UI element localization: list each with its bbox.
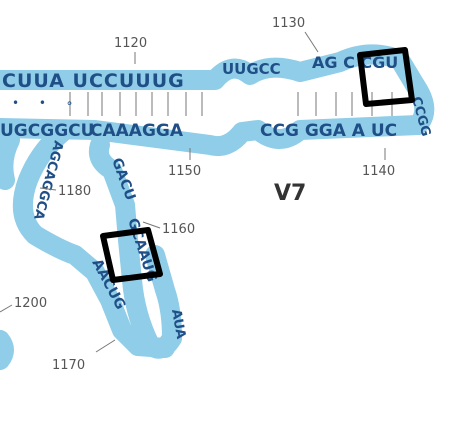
pair-dots: • • ∘ [12, 96, 81, 110]
seq-top-5prime: CUUA UCCUUUG [2, 70, 185, 92]
seq-top-right: AG C CGU [312, 53, 398, 72]
label-1170: 1170 [52, 358, 85, 373]
base-pair-ticks [69, 92, 393, 116]
backbone-far-left [0, 130, 20, 190]
backbone-bottom-strand [0, 115, 428, 157]
highlight-boxes [100, 47, 415, 283]
label-1200: 1200 [14, 296, 47, 311]
seq-top-loop: UUGCC [222, 60, 281, 78]
label-1150: 1150 [168, 164, 201, 179]
position-labels: 1120 1130 1140 1150 1160 1170 1180 1200 [0, 16, 395, 373]
backbone-inner-stem-right [145, 245, 182, 348]
label-1140: 1140 [362, 164, 395, 179]
label-1120: 1120 [114, 36, 147, 51]
highlight-box-top-right [357, 47, 415, 107]
highlight-box-middle [100, 227, 163, 283]
seq-bottom-left: CAAAGGA [90, 121, 184, 141]
seq-bottom-3prime: CCG GGA A UC [260, 121, 397, 141]
backbone-left-loop [12, 120, 175, 358]
label-1180: 1180 [58, 184, 91, 199]
region-label: V7 [274, 181, 306, 206]
backbone-lower-left [0, 330, 14, 370]
seq-loop-bottom: AUA [168, 308, 188, 340]
seq-left-stem-top: UGCGGCU [0, 121, 94, 141]
label-1160: 1160 [162, 222, 195, 237]
label-1130: 1130 [272, 16, 305, 31]
